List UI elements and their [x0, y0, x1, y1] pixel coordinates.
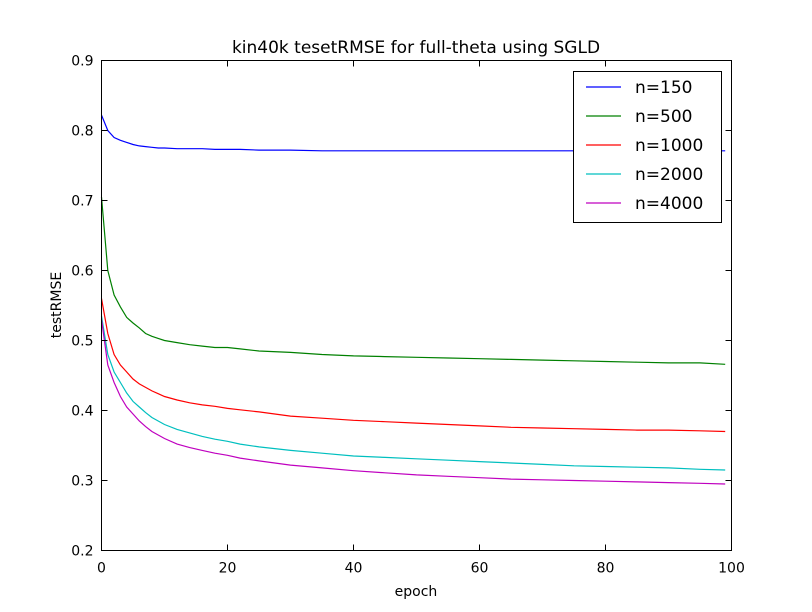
legend-entry-2: n=500	[635, 107, 692, 127]
legend: n=150 n=500 n=1000 n=2000 n=4000	[573, 71, 722, 223]
series-line-3	[100, 298, 726, 433]
y-tick-label: 0.5	[71, 334, 93, 350]
y-tick-label: 0.7	[71, 194, 93, 210]
x-tick-label: 40	[345, 561, 363, 577]
legend-entry-1: n=150	[635, 78, 692, 98]
series-line-5	[100, 319, 726, 485]
x-tick-label: 80	[597, 561, 615, 577]
legend-box	[573, 71, 722, 223]
x-tick-label: 100	[718, 561, 745, 577]
y-tick-label: 0.8	[71, 124, 93, 140]
legend-entry-3: n=1000	[635, 136, 703, 156]
series-line-1	[100, 114, 726, 152]
x-axis-title: epoch	[395, 584, 438, 600]
y-tick-label: 0.9	[71, 54, 93, 70]
legend-entry-4: n=2000	[635, 165, 703, 185]
x-tick-label: 0	[97, 561, 106, 577]
y-tick-label: 0.2	[71, 544, 93, 560]
y-tick-label: 0.4	[71, 404, 93, 420]
x-tick-label: 60	[471, 561, 489, 577]
legend-entry-5: n=4000	[635, 194, 703, 214]
ticks-layer: 0 20 40 60 80 100 0.2 0.3 0.4 0.5 0.6 0.7 0.8 0.9	[71, 54, 745, 577]
series-layer	[100, 114, 726, 485]
y-tick-label: 0.3	[71, 474, 93, 490]
chart-title: kin40k tesetRMSE for full-theta using SG…	[232, 38, 600, 58]
y-tick-label: 0.6	[71, 264, 93, 280]
x-tick-label: 20	[219, 561, 237, 577]
y-axis-title: testRMSE	[49, 272, 65, 338]
plot-frame	[101, 60, 732, 551]
series-line-2	[100, 196, 726, 365]
series-line-4	[100, 315, 726, 471]
